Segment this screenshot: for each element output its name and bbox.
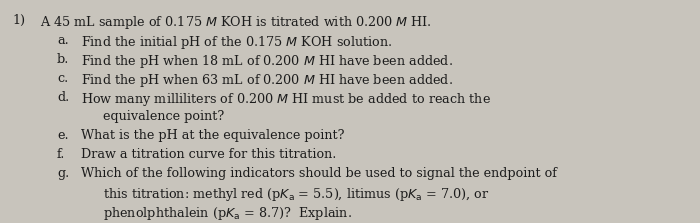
Text: How many milliliters of 0.200 $\mathit{M}$ HI must be added to reach the: How many milliliters of 0.200 $\mathit{M…	[81, 91, 491, 108]
Text: b.: b.	[57, 53, 69, 66]
Text: What is the pH at the equivalence point?: What is the pH at the equivalence point?	[81, 129, 344, 142]
Text: f.: f.	[57, 148, 65, 161]
Text: g.: g.	[57, 167, 69, 180]
Text: c.: c.	[57, 72, 69, 85]
Text: Draw a titration curve for this titration.: Draw a titration curve for this titratio…	[81, 148, 337, 161]
Text: Find the pH when 18 mL of 0.200 $\mathit{M}$ HI have been added.: Find the pH when 18 mL of 0.200 $\mathit…	[81, 53, 453, 70]
Text: e.: e.	[57, 129, 69, 142]
Text: Find the pH when 63 mL of 0.200 $\mathit{M}$ HI have been added.: Find the pH when 63 mL of 0.200 $\mathit…	[81, 72, 453, 89]
Text: A 45 mL sample of 0.175 $\mathit{M}$ KOH is titrated with 0.200 $\mathit{M}$ HI.: A 45 mL sample of 0.175 $\mathit{M}$ KOH…	[40, 14, 432, 31]
Text: equivalence point?: equivalence point?	[103, 110, 224, 123]
Text: d.: d.	[57, 91, 69, 104]
Text: this titration: methyl red (p$K_\mathrm{a}$ = 5.5), litimus (p$K_\mathrm{a}$ = 7: this titration: methyl red (p$K_\mathrm{…	[103, 186, 489, 203]
Text: phenolphthalein (p$K_\mathrm{a}$ = 8.7)?  Explain.: phenolphthalein (p$K_\mathrm{a}$ = 8.7)?…	[103, 205, 352, 222]
Text: Which of the following indicators should be used to signal the endpoint of: Which of the following indicators should…	[81, 167, 557, 180]
Text: 1): 1)	[13, 14, 26, 27]
Text: Find the initial pH of the 0.175 $\mathit{M}$ KOH solution.: Find the initial pH of the 0.175 $\mathi…	[81, 34, 393, 51]
Text: a.: a.	[57, 34, 69, 47]
